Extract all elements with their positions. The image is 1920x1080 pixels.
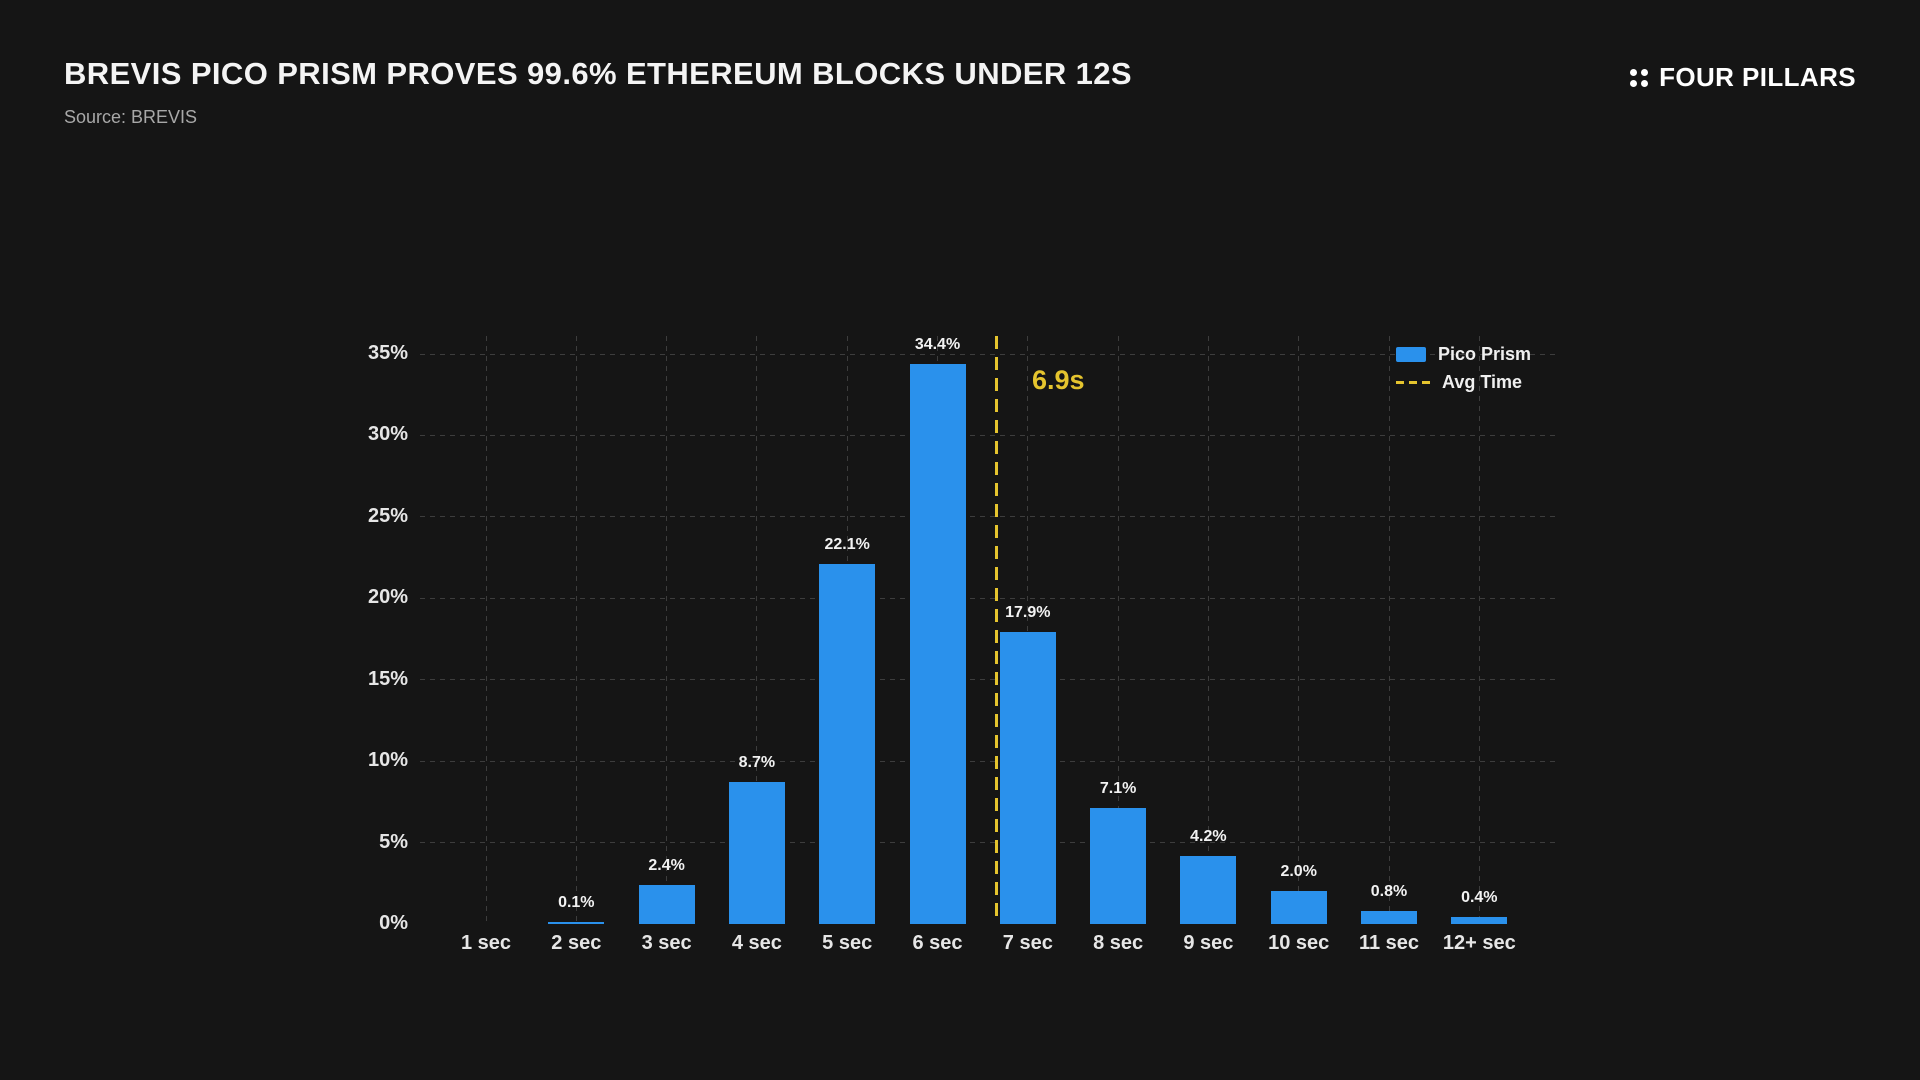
bar xyxy=(638,885,695,924)
gridline-horizontal xyxy=(420,353,1560,355)
bar-value-label: 0.8% xyxy=(1370,883,1408,900)
y-axis-tick-label: 30% xyxy=(367,423,408,446)
gridline-vertical xyxy=(1117,336,1119,924)
x-axis-category-label: 6 sec xyxy=(912,932,963,954)
y-axis-tick-label: 35% xyxy=(367,342,408,364)
bar-value-label: 17.9% xyxy=(1005,604,1051,621)
x-axis-category-label: 11 sec xyxy=(1358,932,1420,954)
bar-value-label: 0.4% xyxy=(1461,889,1498,906)
y-axis-tick-label: 10% xyxy=(367,749,408,772)
gridline-horizontal xyxy=(420,516,1560,518)
x-axis-category-label: 9 sec xyxy=(1183,932,1234,954)
page-title: BREVIS PICO PRISM PROVES 99.6% ETHEREUM … xyxy=(64,56,1133,91)
gridline-vertical xyxy=(575,336,577,924)
gridline-vertical xyxy=(1027,336,1029,924)
bar xyxy=(728,782,785,924)
gridline-vertical xyxy=(1478,336,1480,924)
y-axis-tick-label: 25% xyxy=(367,504,408,527)
x-axis-category-label: 3 sec xyxy=(641,932,692,954)
source-label: Source: BREVIS xyxy=(64,107,198,127)
gridline-horizontal xyxy=(420,679,1560,681)
x-axis-category-label: 1 sec xyxy=(460,932,512,954)
avg-time-value-label: 6.9s xyxy=(1032,365,1085,395)
gridline-horizontal xyxy=(420,597,1560,599)
x-axis-category-label: 12+ sec xyxy=(1442,932,1516,954)
bar xyxy=(1270,891,1327,924)
bar xyxy=(819,564,876,924)
bar-value-label: 7.1% xyxy=(1099,780,1137,797)
legend-item-avg-time: Avg Time xyxy=(1396,372,1531,392)
brand-name: FOUR PILLARS xyxy=(1659,62,1856,92)
gridline-horizontal xyxy=(420,760,1560,762)
gridline-vertical xyxy=(1298,336,1300,924)
legend-item-pico-prism: Pico Prism xyxy=(1396,344,1532,364)
bar-value-label: 0.1% xyxy=(558,894,595,911)
bar-value-label: 8.7% xyxy=(738,754,776,771)
bar xyxy=(1361,911,1417,924)
x-axis-category-label: 5 sec xyxy=(822,932,873,954)
bar xyxy=(999,632,1056,924)
bar-value-label: 34.4% xyxy=(914,336,961,353)
x-axis-category-label: 4 sec xyxy=(731,932,782,954)
dashed-line-swatch-icon xyxy=(1396,381,1430,384)
bar-value-label: 2.4% xyxy=(648,857,685,874)
four-pillars-logo: FOUR PILLARS xyxy=(1630,62,1856,93)
four-dots-grid-icon xyxy=(1630,68,1649,87)
avg-time-line xyxy=(995,336,999,924)
gridline-horizontal xyxy=(420,842,1560,844)
gridline-vertical xyxy=(756,336,758,924)
bar-swatch-icon xyxy=(1396,347,1426,362)
legend-item-label: Pico Prism xyxy=(1438,344,1532,364)
x-axis-category-label: 8 sec xyxy=(1093,932,1144,954)
gridline-vertical xyxy=(666,336,668,924)
x-axis-category-label: 7 sec xyxy=(1002,932,1053,954)
gridline-vertical xyxy=(1207,336,1209,924)
y-axis-tick-label: 20% xyxy=(367,586,408,609)
gridline-vertical xyxy=(1388,336,1390,924)
y-axis-tick-label: 15% xyxy=(367,667,408,690)
bar-value-label: 2.0% xyxy=(1280,863,1317,880)
legend-item-label: Avg Time xyxy=(1442,372,1523,392)
bar-value-label: 4.2% xyxy=(1190,828,1227,845)
x-axis-category-label: 10 sec xyxy=(1268,932,1330,954)
y-axis-tick-label: 5% xyxy=(379,830,408,853)
legend: Pico Prism Avg Time xyxy=(1396,344,1532,392)
bar-value-label: 22.1% xyxy=(824,536,870,553)
bar xyxy=(1090,808,1147,924)
gridline-vertical xyxy=(485,336,487,924)
bar xyxy=(909,364,966,924)
bar xyxy=(1180,856,1237,924)
gridline-horizontal xyxy=(420,434,1560,436)
x-axis-category-label: 2 sec xyxy=(551,932,602,954)
y-axis-tick-label: 0% xyxy=(379,912,408,934)
bar xyxy=(1451,917,1508,924)
bar xyxy=(548,922,605,924)
